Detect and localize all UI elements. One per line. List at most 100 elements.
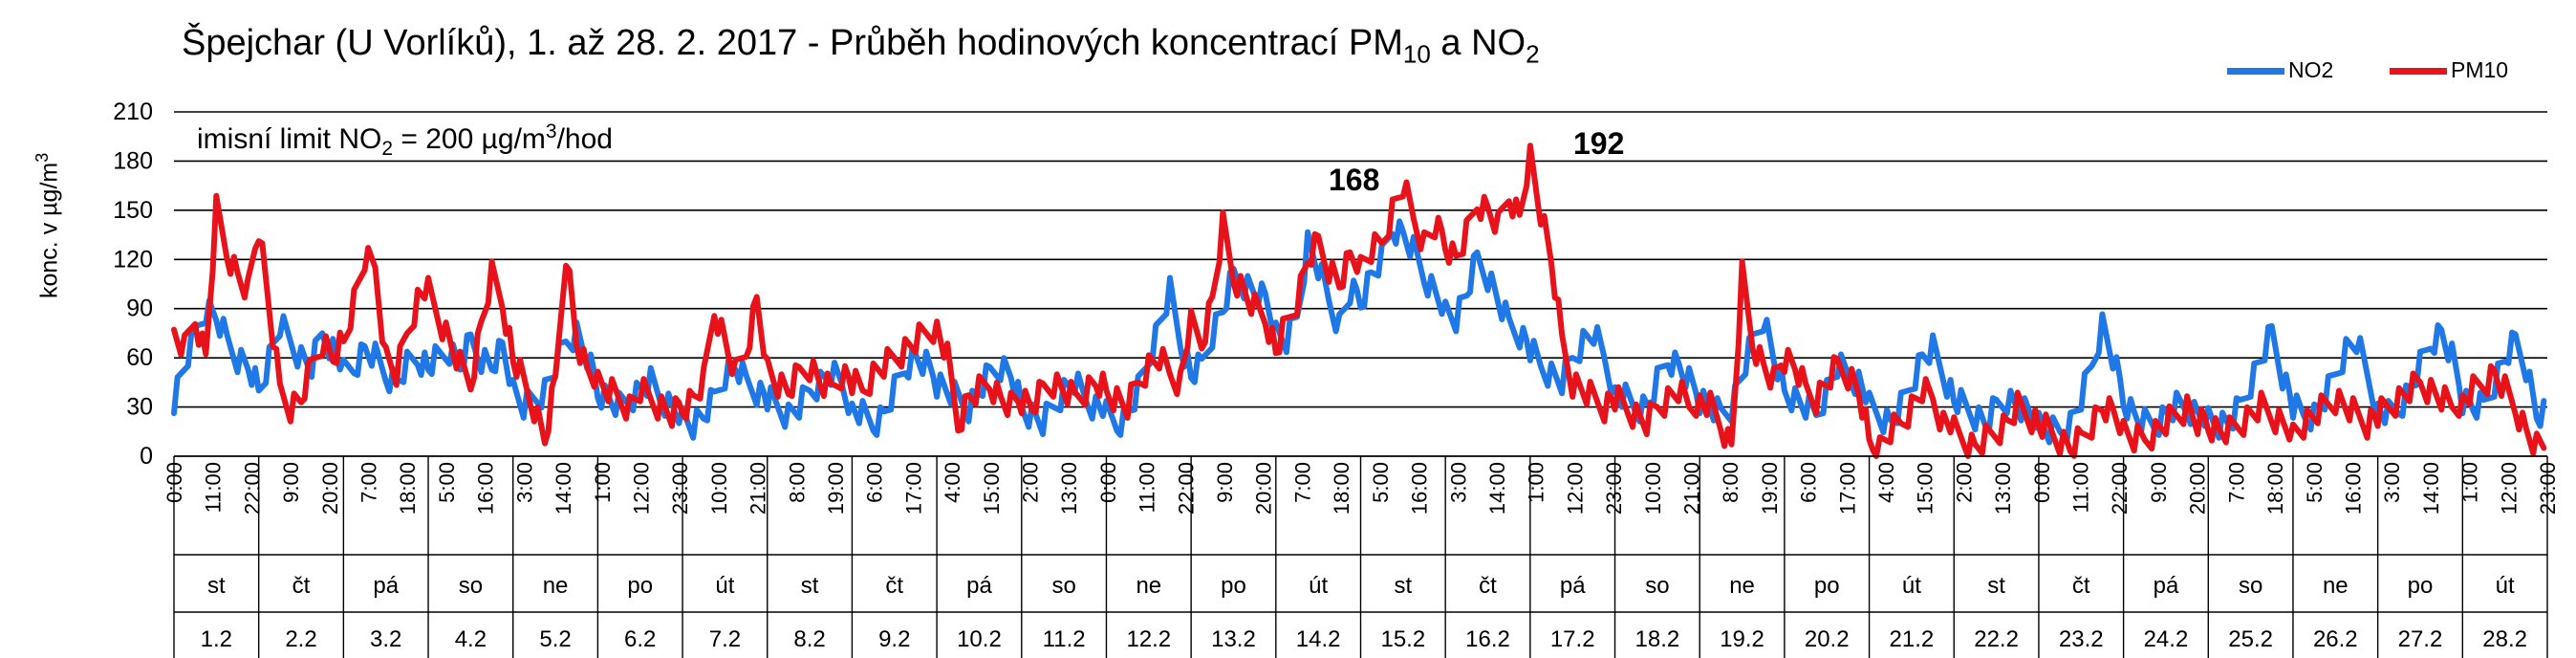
limit-annotation: imisní limit NO2 = 200 µg/m3/hod	[197, 121, 613, 160]
weekday-label: čt	[885, 573, 903, 599]
hour-tick-label: 22:00	[240, 462, 264, 515]
hour-tick-label: 23:00	[1602, 462, 1626, 515]
hour-tick-label: 12:00	[630, 462, 654, 515]
hour-tick-label: 21:00	[747, 462, 770, 515]
weekday-label: po	[1814, 573, 1840, 599]
hour-tick-label: 12:00	[2497, 462, 2521, 515]
hour-tick-label: 23:00	[668, 462, 692, 515]
weekday-label: pá	[1560, 573, 1586, 599]
hour-tick-label: 16:00	[2342, 462, 2366, 515]
date-label: 4.2	[455, 626, 487, 652]
weekday-label: út	[2496, 573, 2515, 599]
hour-tick-label: 19:00	[824, 462, 848, 515]
date-label: 14.2	[1296, 626, 1341, 652]
date-label: 6.2	[624, 626, 656, 652]
hour-tick-label: 11:00	[1136, 462, 1159, 513]
date-label: 3.2	[370, 626, 401, 652]
y-tick-label-120: 120	[113, 246, 153, 273]
hour-tick-label: 3:00	[512, 462, 536, 503]
hour-tick-label: 2:00	[1019, 462, 1043, 503]
peak-label-192: 192	[1573, 126, 1625, 161]
hour-tick-label: 17:00	[901, 462, 925, 515]
date-label: 8.2	[793, 626, 825, 652]
hour-tick-label: 14:00	[552, 462, 575, 515]
date-label: 16.2	[1465, 626, 1510, 652]
weekday-label: ne	[1136, 573, 1161, 599]
date-label: 19.2	[1720, 626, 1764, 652]
weekday-label: st	[207, 573, 226, 599]
hour-tick-label: 5:00	[2303, 462, 2327, 503]
hour-tick-label: 11:00	[2069, 462, 2093, 513]
hour-tick-label: 6:00	[1797, 462, 1821, 503]
hour-tick-label: 0:00	[2030, 462, 2054, 503]
date-label: 18.2	[1635, 626, 1680, 652]
y-tick-label-60: 60	[126, 344, 153, 371]
hour-tick-label: 0:00	[1096, 462, 1120, 503]
y-tick-label-30: 30	[126, 394, 153, 421]
hour-tick-label: 5:00	[1369, 462, 1393, 503]
hour-tick-label: 1:00	[1525, 462, 1548, 503]
weekday-label: st	[1987, 573, 2005, 599]
hour-tick-label: 13:00	[1991, 462, 2015, 515]
date-label: 24.2	[2144, 626, 2189, 652]
hour-tick-label: 16:00	[474, 462, 498, 515]
hour-tick-label: 4:00	[941, 462, 964, 503]
series-line-pm10	[171, 143, 2547, 459]
date-label: 15.2	[1380, 626, 1425, 652]
weekday-label: st	[801, 573, 819, 599]
hour-tick-label: 22:00	[2108, 462, 2132, 515]
date-label: 21.2	[1890, 626, 1935, 652]
hour-tick-label: 18:00	[396, 462, 420, 515]
hour-tick-label: 21:00	[1680, 462, 1704, 515]
hour-tick-label: 3:00	[2380, 462, 2404, 503]
legend-label-pm10: PM10	[2451, 57, 2509, 82]
date-label: 25.2	[2228, 626, 2273, 652]
hour-tick-label: 23:00	[2536, 462, 2560, 515]
weekday-label: po	[2408, 573, 2434, 599]
hour-tick-label: 22:00	[1174, 462, 1198, 515]
series-line-no2	[171, 218, 2547, 446]
hour-tick-label: 9:00	[1213, 462, 1237, 503]
hour-tick-label: 13:00	[1057, 462, 1081, 515]
y-tick-label-90: 90	[126, 296, 153, 322]
date-label: 20.2	[1805, 626, 1850, 652]
legend-item-no2: NO2	[2227, 57, 2333, 83]
hour-tick-label: 8:00	[785, 462, 809, 503]
weekday-label: po	[627, 573, 653, 599]
hour-tick-label: 7:00	[357, 462, 381, 503]
hour-tick-label: 19:00	[1758, 462, 1782, 515]
weekday-label: út	[715, 573, 734, 599]
legend-swatch-pm10	[2390, 68, 2447, 76]
weekday-label: ne	[1729, 573, 1755, 599]
peak-label-168: 168	[1329, 163, 1380, 197]
date-label: 7.2	[709, 626, 741, 652]
date-label: 28.2	[2482, 626, 2527, 652]
legend-label-no2: NO2	[2288, 57, 2334, 82]
hour-tick-label: 14:00	[1485, 462, 1509, 515]
weekday-label: út	[1902, 573, 1921, 599]
weekday-label: so	[1645, 573, 1669, 599]
hour-tick-label: 1:00	[2458, 462, 2482, 503]
hour-tick-label: 7:00	[2224, 462, 2248, 503]
date-label: 5.2	[539, 626, 571, 652]
weekday-label: pá	[373, 573, 399, 599]
hour-tick-label: 3:00	[1446, 462, 1470, 503]
hour-tick-label: 10:00	[707, 462, 731, 515]
weekday-label: čt	[2072, 573, 2090, 599]
hour-tick-label: 9:00	[2147, 462, 2171, 503]
hour-tick-label: 15:00	[1914, 462, 1937, 515]
date-label: 17.2	[1550, 626, 1595, 652]
hour-tick-label: 0:00	[162, 462, 186, 503]
date-label: 9.2	[878, 626, 910, 652]
y-tick-label-180: 180	[113, 147, 153, 174]
date-label: 23.2	[2059, 626, 2104, 652]
weekday-label: pá	[966, 573, 992, 599]
hour-tick-label: 15:00	[980, 462, 1004, 515]
hour-tick-label: 20:00	[1252, 462, 1276, 515]
hour-tick-label: 14:00	[2419, 462, 2443, 515]
date-label: 10.2	[957, 626, 1002, 652]
weekday-label: čt	[292, 573, 311, 599]
hour-tick-label: 4:00	[1874, 462, 1898, 503]
weekday-label: ne	[543, 573, 569, 599]
